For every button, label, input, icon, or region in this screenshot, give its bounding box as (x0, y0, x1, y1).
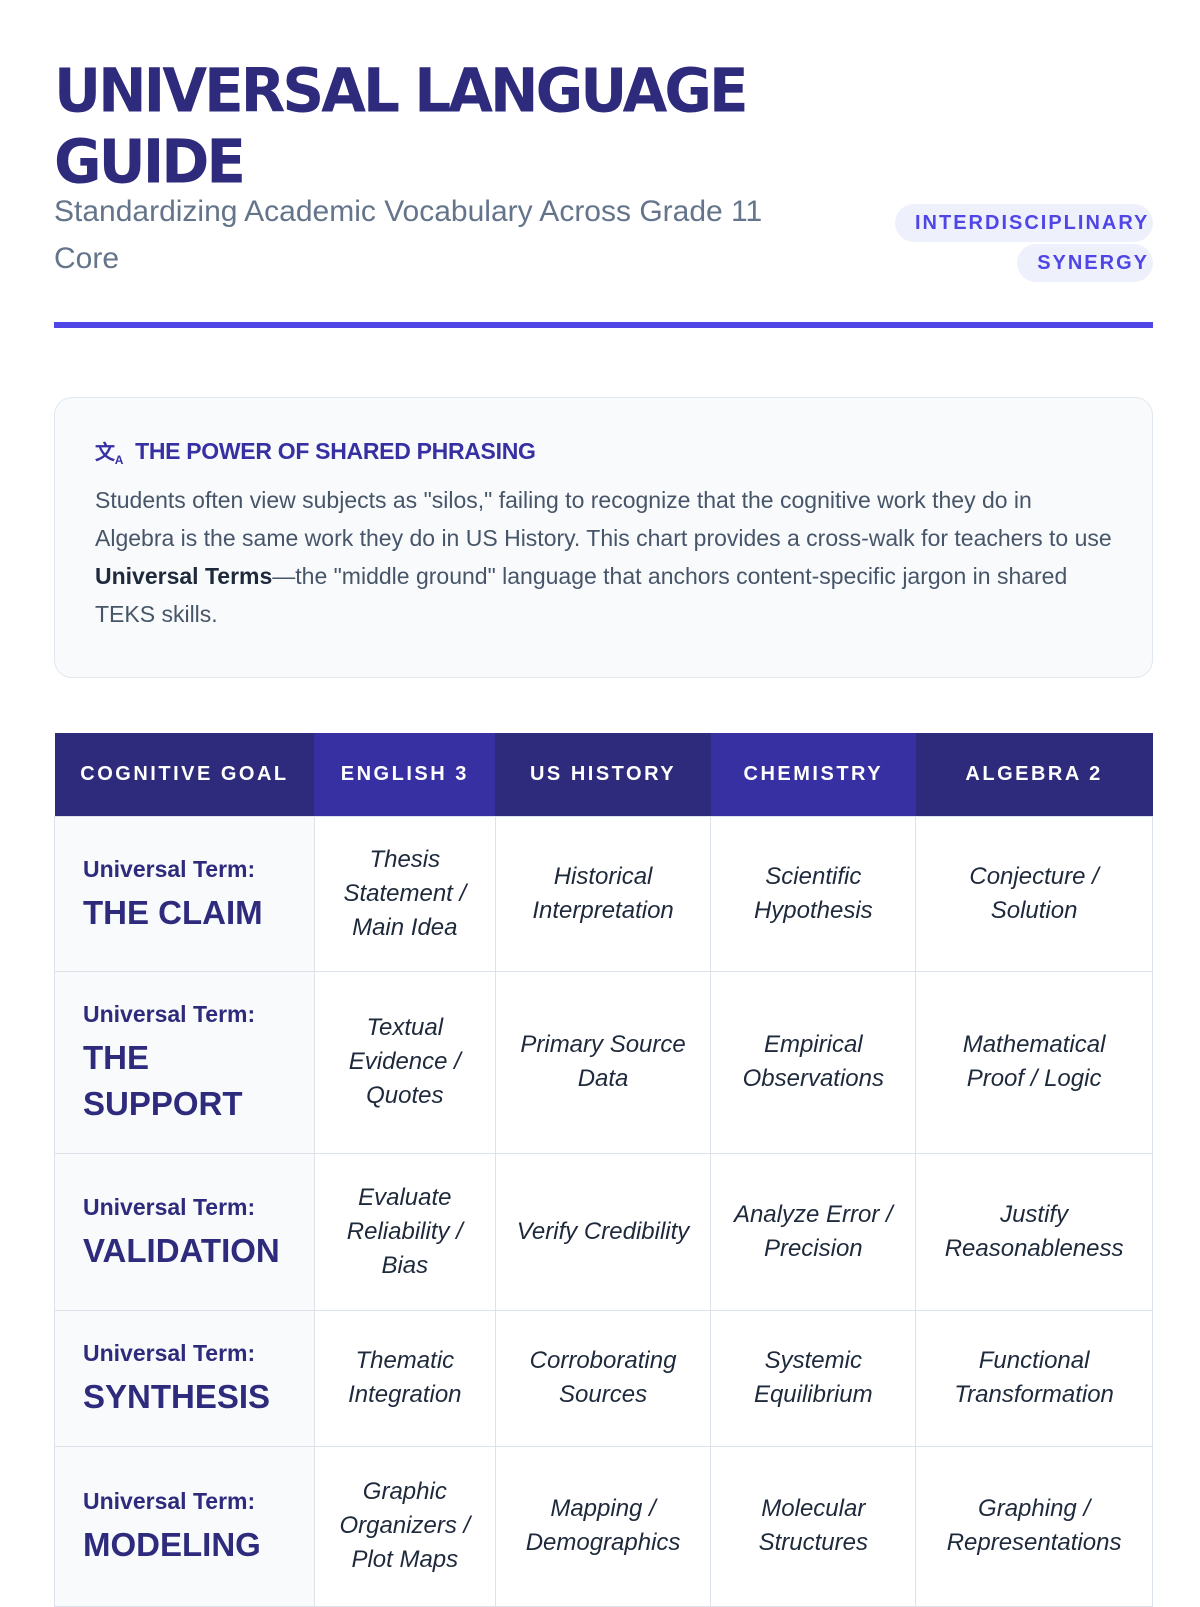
cognitive-goal-cell: Universal Term: SYNTHESIS (54, 1309, 315, 1447)
subject-term-cell: Graphic Organizers / Plot Maps (313, 1445, 496, 1607)
table-row: Universal Term: MODELING Graphic Organizer… (54, 1445, 1153, 1607)
column-header: COGNITIVE GOAL (54, 733, 315, 816)
subject-term-cell: Empirical Observations (710, 970, 917, 1154)
table-row: Universal Term: SYNTHESIS Thematic Integra… (54, 1309, 1153, 1447)
subject-term-cell: Historical Interpretation (494, 815, 712, 972)
subject-term-cell: Corroborating Sources (494, 1309, 712, 1447)
universal-term: THE SUPPORT (83, 1039, 243, 1122)
table-row: Universal Term: THE SUPPORT Textual Eviden… (54, 970, 1153, 1154)
universal-term-label: Universal Term: (83, 855, 256, 882)
subject-term-cell: Primary Source Data (494, 970, 712, 1154)
callout-heading-row: 文A THE POWER OF SHARED PHRASING (95, 436, 1112, 467)
universal-term: THE CLAIM (83, 893, 263, 931)
table-row: Universal Term: THE CLAIM Thesis Statement… (54, 815, 1153, 972)
subject-term-cell: Graphing / Representations (915, 1445, 1153, 1607)
callout-text-part: Students often view subjects as "silos,"… (95, 487, 1112, 551)
callout-bold-term: Universal Terms (95, 563, 273, 589)
page-subtitle: Standardizing Academic Vocabulary Across… (54, 195, 763, 275)
cognitive-goal-cell: Universal Term: MODELING (54, 1445, 315, 1607)
subject-term-cell: Verify Credibility (494, 1152, 712, 1311)
universal-term-label: Universal Term: (83, 1340, 256, 1366)
subject-term-cell: Molecular Structures (710, 1445, 917, 1607)
vocabulary-table: COGNITIVE GOAL ENGLISH 3 US HISTORY CHEM… (54, 733, 1153, 1607)
translate-icon: 文A (95, 442, 124, 467)
subject-term-cell: Scientific Hypothesis (710, 815, 917, 972)
subject-term-cell: Evaluate Reliability / Bias (313, 1152, 496, 1311)
subject-term-cell: Mathematical Proof / Logic (915, 970, 1153, 1154)
universal-term: SYNTHESIS (83, 1378, 271, 1415)
column-header: US HISTORY (495, 733, 711, 816)
table-row: Universal Term: VALIDATION Evaluate Reliab… (54, 1152, 1153, 1311)
universal-term-label: Universal Term: (83, 1488, 256, 1514)
subject-term-cell: Thematic Integration (313, 1309, 496, 1447)
subject-term-cell: Textual Evidence / Quotes (313, 970, 496, 1154)
header-divider (54, 322, 1153, 328)
subject-term-cell: Systemic Equilibrium (710, 1309, 917, 1447)
subject-term-cell: Mapping / Demographics (494, 1445, 712, 1607)
callout-heading: THE POWER OF SHARED PHRASING (135, 438, 536, 464)
universal-term-label: Universal Term: (83, 1193, 256, 1220)
callout-text-part: —the "middle ground" language that ancho… (95, 563, 1068, 627)
universal-term: MODELING (83, 1526, 261, 1563)
cognitive-goal-cell: Universal Term: THE CLAIM (54, 815, 315, 972)
callout-text: Students often view subjects as "silos,"… (95, 481, 1112, 633)
badge-text: INTERDISCIPLINARY SYNERGY (895, 204, 1154, 282)
subject-term-cell: Functional Transformation (915, 1309, 1153, 1447)
column-header: ALGEBRA 2 (915, 733, 1153, 816)
column-header: ENGLISH 3 (314, 733, 496, 816)
subject-term-cell: Analyze Error / Precision (710, 1152, 917, 1311)
universal-term-label: Universal Term: (83, 1001, 256, 1027)
table-header-row: COGNITIVE GOAL ENGLISH 3 US HISTORY CHEM… (54, 733, 1153, 816)
subject-term-cell: Justify Reasonableness (915, 1152, 1153, 1311)
subject-term-cell: Thesis Statement / Main Idea (313, 815, 496, 972)
cognitive-goal-cell: Universal Term: THE SUPPORT (54, 970, 315, 1154)
interdisciplinary-badge: INTERDISCIPLINARY SYNERGY (895, 203, 1154, 283)
column-header: CHEMISTRY (710, 733, 916, 816)
callout-box: 文A THE POWER OF SHARED PHRASING Students… (54, 397, 1153, 678)
cognitive-goal-cell: Universal Term: VALIDATION (54, 1152, 315, 1311)
universal-term: VALIDATION (83, 1231, 280, 1269)
subject-term-cell: Conjecture / Solution (915, 815, 1153, 972)
page-title: UNIVERSAL LANGUAGE GUIDE (54, 54, 749, 198)
